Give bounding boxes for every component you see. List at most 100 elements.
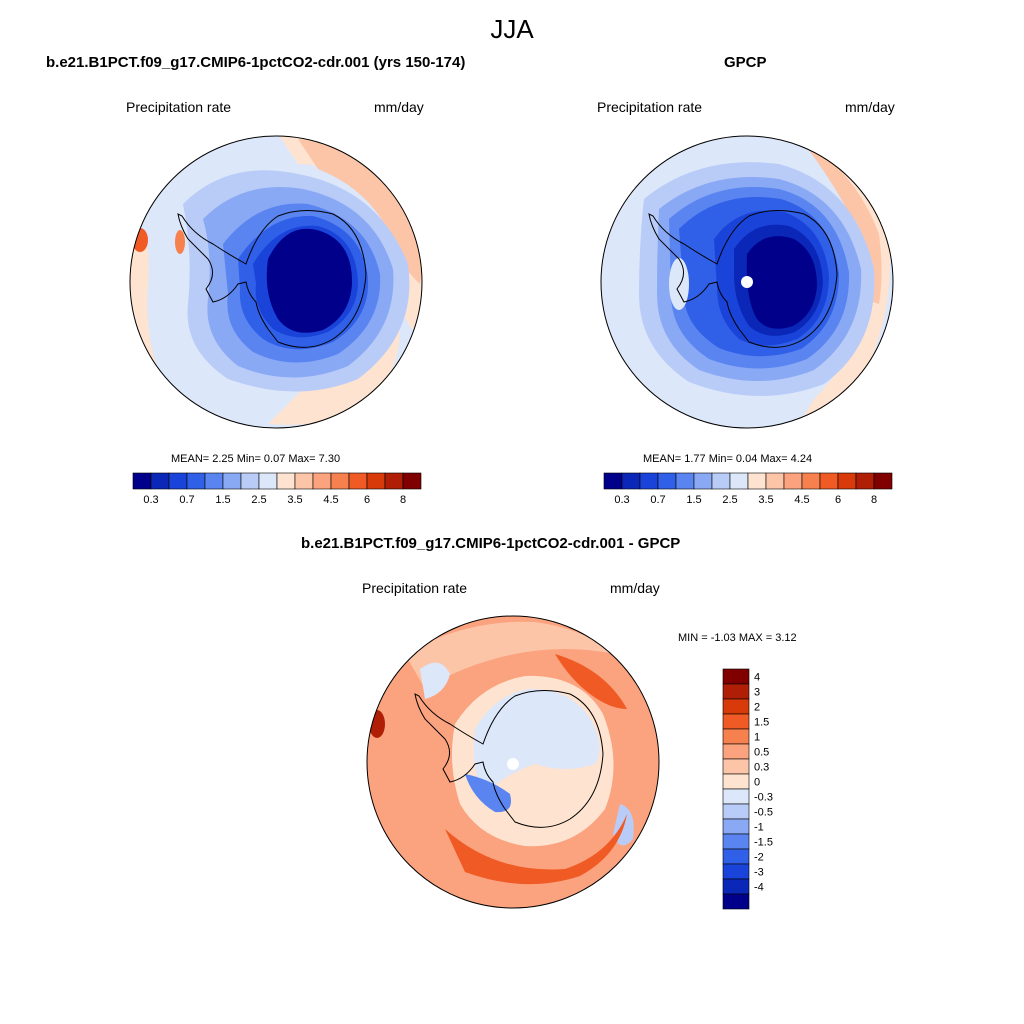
model-warm-patch-ne [298,139,422,284]
model-colorbar-box-10 [312,472,332,490]
model-colorbar-box-1 [150,472,170,490]
model-coastline [177,210,367,348]
obs-colorbar-box-8 [747,472,767,490]
obs-colorbar-tick-label: 4.5 [794,494,809,506]
season-title: JJA [490,14,534,44]
model-colorbar-tick-label: 8 [400,494,406,506]
diff-colorbar-tick-label: 3 [754,687,760,699]
obs-colorbar-box-6 [711,472,731,490]
model-polar-map [129,135,423,429]
diff-max-spot [369,710,385,738]
obs-colorbar-tick-label: 2.5 [722,494,737,506]
obs-colorbar-box-3 [657,472,677,490]
diff-continent-negative [473,689,600,794]
diff-polar-map [366,615,660,909]
diff-colorbar-box-8 [722,788,750,805]
diff-colorbar-tick-label: 1.5 [754,717,769,729]
model-colorbar-box-0 [132,472,152,490]
obs-peninsula-patch [669,258,689,310]
model-colorbar-box-4 [204,472,224,490]
model-colorbar-tick-label: 6 [364,494,370,506]
model-variable-label: Precipitation rate [126,99,232,115]
obs-colorbar-box-4 [675,472,695,490]
model-colorbar-box-14 [384,472,404,490]
model-colorbar-tick-label: 1.5 [215,494,230,506]
obs-pole-hole [741,276,753,288]
model-peninsula-spot [175,230,185,254]
diff-colorbar-box-11 [722,833,750,850]
diff-colorbar-tick-label: 0.3 [754,762,769,774]
model-colorbar-box-13 [366,472,386,490]
diff-colorbar-tick-label: 2 [754,702,760,714]
obs-colorbar: 0.3 0.7 1.5 2.5 3.5 4.5 6 8 [603,472,893,506]
diff-colorbar-tick-label: 0.5 [754,747,769,759]
obs-colorbar-tick-label: 0.3 [614,494,629,506]
diff-colorbar-box-0 [722,668,750,685]
obs-coastline [648,210,838,348]
diff-colorbar-tick-label: -3 [754,867,764,879]
obs-continent-core [746,236,817,329]
diff-colorbar-tick-label: -1 [754,822,764,834]
model-colorbar-tick-label: 0.7 [179,494,194,506]
model-colorbar-box-8 [276,472,296,490]
diff-coastline [414,690,604,828]
diff-strong-band-south [445,814,627,885]
obs-colorbar-box-15 [873,472,893,490]
diff-colorbar-box-12 [722,848,750,865]
diff-colorbar-box-6 [722,758,750,775]
diff-colorbar-tick-label: -4 [754,882,764,894]
obs-colorbar-box-2 [639,472,659,490]
diff-strong-patch-ne [555,654,627,709]
model-colorbar-tick-label: 4.5 [323,494,338,506]
obs-colorbar-tick-label: 6 [835,494,841,506]
model-colorbar-tick-label: 0.3 [143,494,158,506]
diff-colorbar-box-9 [722,803,750,820]
diff-colorbar-box-14 [722,878,750,895]
model-colorbar-box-2 [168,472,188,490]
diff-colorbar-tick-label: 1 [754,732,760,744]
diff-colorbar-box-7 [722,773,750,790]
obs-colorbar-box-10 [783,472,803,490]
model-colorbar-tick-label: 3.5 [287,494,302,506]
diff-stats: MIN = -1.03 MAX = 3.12 [678,632,797,644]
diff-variable-label: Precipitation rate [362,580,468,596]
diff-colorbar-box-3 [722,713,750,730]
obs-colorbar-box-12 [819,472,839,490]
diff-colorbar-box-5 [722,743,750,760]
obs-colorbar-tick-label: 0.7 [650,494,665,506]
model-colorbar-box-15 [402,472,422,490]
obs-colorbar-box-1 [621,472,641,490]
model-colorbar-box-6 [240,472,260,490]
diff-panel-title: b.e21.B1PCT.f09_g17.CMIP6-1pctCO2-cdr.00… [301,535,681,552]
diff-negative-patch-nw [420,662,450,699]
diff-colorbar-box-15 [722,893,750,910]
diff-colorbar-tick-label: 4 [754,672,760,684]
obs-colorbar-tick-label: 1.5 [686,494,701,506]
diff-colorbar-box-4 [722,728,750,745]
obs-colorbar-box-7 [729,472,749,490]
obs-colorbar-box-9 [765,472,785,490]
obs-colorbar-box-0 [603,472,623,490]
model-panel-title: b.e21.B1PCT.f09_g17.CMIP6-1pctCO2-cdr.00… [46,54,466,71]
model-colorbar: 0.3 0.7 1.5 2.5 3.5 4.5 6 8 [132,472,422,506]
obs-colorbar-box-14 [855,472,875,490]
obs-panel-title: GPCP [724,54,767,71]
diff-colorbar-box-2 [722,698,750,715]
model-colorbar-box-9 [294,472,314,490]
model-units-label: mm/day [374,99,424,115]
model-colorbar-box-3 [186,472,206,490]
model-colorbar-tick-label: 2.5 [251,494,266,506]
model-colorbar-box-7 [258,472,278,490]
diff-weddell-negative [465,774,511,813]
obs-colorbar-tick-label: 3.5 [758,494,773,506]
diff-colorbar-tick-label: -0.3 [754,792,773,804]
obs-stats: MEAN= 1.77 Min= 0.04 Max= 4.24 [643,453,813,465]
obs-polar-map [600,135,894,429]
obs-colorbar-box-5 [693,472,713,490]
diff-colorbar: 4 3 2 1.5 1 0.5 0.3 0 -0.3 -0.5 -1 -1.5 -2 -3 -4 [722,668,773,910]
diff-colorbar-tick-label: -2 [754,852,764,864]
obs-colorbar-tick-label: 8 [871,494,877,506]
model-colorbar-box-11 [330,472,350,490]
obs-colorbar-box-11 [801,472,821,490]
diff-units-label: mm/day [610,580,660,596]
